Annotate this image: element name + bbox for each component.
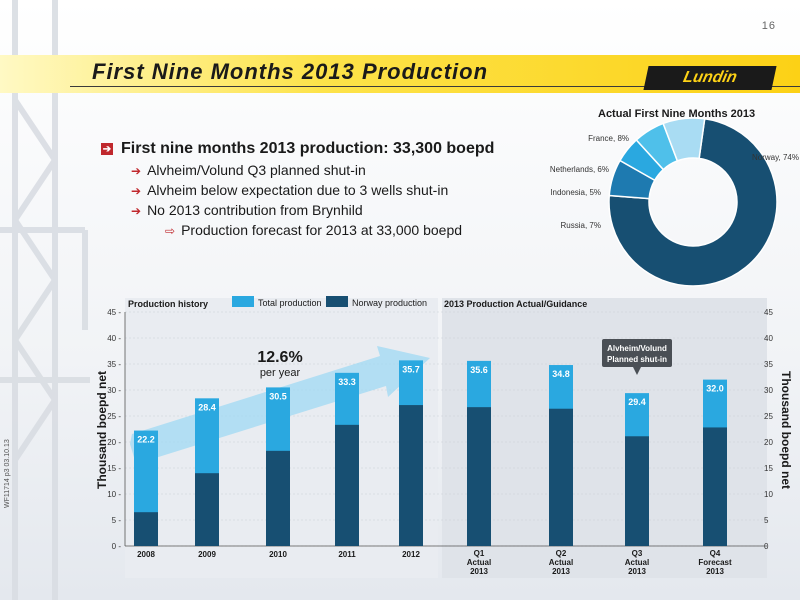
x-tick-label: Q4	[710, 549, 721, 558]
bar-data-label: 29.4	[628, 397, 646, 407]
x-tick-label: 2013	[628, 567, 646, 576]
y-tick-label-left: 40 -	[107, 334, 121, 343]
x-tick-label: Actual	[625, 558, 649, 567]
x-tick-label: 2008	[137, 550, 155, 559]
y-tick-label-left: 25 -	[107, 412, 121, 421]
y-tick-label-left: 45 -	[107, 308, 121, 317]
bar-norway	[467, 407, 491, 546]
y-tick-label-right: 30	[764, 386, 773, 395]
bullet-arrow-icon: ➔	[101, 143, 113, 155]
bullet-subsub: ⇨ Production forecast for 2013 at 33,000 …	[165, 222, 494, 238]
bullet-list: ➔ First nine months 2013 production: 33,…	[101, 140, 494, 238]
bullet-main: ➔ First nine months 2013 production: 33,…	[101, 140, 494, 158]
bar-data-label: 33.3	[338, 377, 356, 387]
legend-swatch-total	[232, 296, 254, 307]
x-tick-label: 2013	[706, 567, 724, 576]
x-tick-label: Q2	[556, 549, 567, 558]
y-tick-label-right: 45	[764, 308, 773, 317]
x-tick-label: Forecast	[698, 558, 732, 567]
bar-norway	[625, 436, 649, 546]
bar-data-label: 22.2	[137, 435, 155, 445]
callout-text: Planned shut-in	[607, 355, 667, 364]
double-arrow-icon: ⇨	[165, 224, 176, 238]
bullet-sub-text: Alvheim/Volund Q3 planned shut-in	[147, 162, 366, 178]
bar-norway	[703, 427, 727, 546]
y-tick-label-right: 40	[764, 334, 773, 343]
x-tick-label: Actual	[549, 558, 573, 567]
bullet-sub: ➔ Alvheim/Volund Q3 planned shut-in	[131, 162, 494, 178]
arrow-icon: ➔	[131, 204, 142, 218]
page-title: First Nine Months 2013 Production	[92, 59, 489, 84]
bar-data-label: 30.5	[269, 391, 287, 401]
y-tick-label-right: 15	[764, 464, 773, 473]
y-tick-label-left: 20 -	[107, 438, 121, 447]
bullet-main-text: First nine months 2013 production: 33,30…	[121, 140, 495, 157]
callout-pointer	[633, 367, 641, 375]
y-axis-title-left: Thousand boepd net	[95, 371, 109, 489]
y-tick-label-right: 0	[764, 542, 769, 551]
x-tick-label: Actual	[467, 558, 491, 567]
bar-data-label: 28.4	[198, 402, 216, 412]
arrow-icon: ➔	[131, 164, 142, 178]
y-tick-label-left: 0 -	[112, 542, 122, 551]
y-tick-label-right: 5	[764, 516, 769, 525]
bar-data-label: 35.7	[402, 364, 420, 374]
bullet-sub: ➔ No 2013 contribution from Brynhild	[131, 202, 494, 218]
bar-norway	[399, 405, 423, 546]
y-tick-label-right: 35	[764, 360, 773, 369]
legend-swatch-norway	[326, 296, 348, 307]
y-tick-label-left: 10 -	[107, 490, 121, 499]
side-note: WF11714 p3 03.10.13	[4, 439, 11, 508]
callout-text: Alvheim/Volund	[607, 344, 667, 353]
bar-data-label: 32.0	[706, 384, 724, 394]
callout-box	[602, 339, 672, 367]
bar-norway	[266, 450, 290, 546]
bullet-sub-text: No 2013 contribution from Brynhild	[147, 202, 363, 218]
bar-norway	[549, 408, 573, 546]
x-tick-label: 2013	[470, 567, 488, 576]
bullet-subsub-text: Production forecast for 2013 at 33,000 b…	[181, 222, 463, 238]
page-number: 16	[761, 20, 776, 32]
y-axis-title-right: Thousand boepd net	[779, 371, 793, 489]
bar-data-label: 35.6	[470, 365, 488, 375]
y-tick-label-left: 35 -	[107, 360, 121, 369]
y-tick-label-right: 25	[764, 412, 773, 421]
guidance-chart-title: 2013 Production Actual/Guidance	[444, 299, 587, 309]
growth-annotation-value: 12.6%	[257, 349, 302, 366]
y-tick-label-right: 20	[764, 438, 773, 447]
y-tick-label-left: 15 -	[107, 464, 121, 473]
x-tick-label: 2010	[269, 550, 287, 559]
bar-norway	[134, 512, 158, 546]
x-tick-label: 2011	[338, 550, 356, 559]
x-tick-label: 2013	[552, 567, 570, 576]
legend-label-norway: Norway production	[352, 298, 427, 308]
bar-norway	[195, 473, 219, 546]
arrow-icon: ➔	[131, 184, 142, 198]
bar-data-label: 34.8	[552, 369, 570, 379]
legend-label-total: Total production	[258, 298, 322, 308]
x-tick-label: 2009	[198, 550, 216, 559]
pie-chart-title: Actual First Nine Months 2013	[598, 108, 756, 120]
x-tick-label: Q1	[474, 549, 485, 558]
y-tick-label-right: 10	[764, 490, 773, 499]
bullet-sub-text: Alvheim below expectation due to 3 wells…	[147, 182, 449, 198]
history-chart-title: Production history	[128, 299, 208, 309]
growth-annotation-text: per year	[260, 367, 301, 379]
bullet-sub: ➔ Alvheim below expectation due to 3 well…	[131, 182, 494, 198]
y-tick-label-left: 5 -	[112, 516, 122, 525]
bar-norway	[335, 424, 359, 546]
y-tick-label-left: 30 -	[107, 386, 121, 395]
x-tick-label: 2012	[402, 550, 420, 559]
x-tick-label: Q3	[632, 549, 643, 558]
